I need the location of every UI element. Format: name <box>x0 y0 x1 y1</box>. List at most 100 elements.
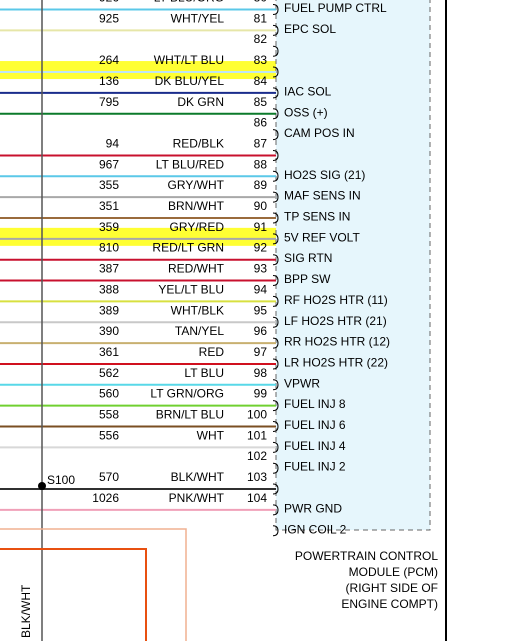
pin-number: 94 <box>254 282 268 296</box>
connector-bracket <box>272 212 279 224</box>
pin-number: 98 <box>254 366 268 380</box>
pcm-module-box <box>275 0 431 531</box>
connector-bracket <box>272 129 279 141</box>
wire-color: DK GRN <box>177 95 224 109</box>
wire-color: BLK/WHT <box>171 470 225 484</box>
pin-function: OSS (+) <box>284 105 328 119</box>
pin-function: BPP SW <box>284 272 331 286</box>
connector-bracket <box>272 87 279 99</box>
circuit-number: 1026 <box>92 491 119 505</box>
pin-number: 101 <box>247 428 267 442</box>
pin-row: 926 LT BLU/ORG 80 FUEL PUMP CTRL <box>99 0 387 15</box>
pcm-module-label: POWERTRAIN CONTROL MODULE (PCM) (RIGHT S… <box>270 548 438 612</box>
pcm-label-line: MODULE (PCM) <box>348 565 438 579</box>
pin-function: MAF SENS IN <box>284 189 361 203</box>
wire-color: DK BLU/YEL <box>155 74 225 88</box>
pin-row: 795 DK GRN 85 OSS (+) <box>99 95 328 120</box>
circuit-number: 560 <box>99 387 119 401</box>
pin-row: 556 WHT 101 FUEL INJ 4 <box>99 428 346 453</box>
connector-bracket <box>272 421 279 432</box>
connector-bracket <box>272 4 279 15</box>
circuit-number: 562 <box>99 366 119 380</box>
circuit-number: 94 <box>106 136 120 150</box>
wire-color: WHT/BLK <box>171 303 224 317</box>
pin-function: CAM POS IN <box>284 126 355 140</box>
pin-function: IGN COIL 2 <box>284 522 347 536</box>
connector-bracket <box>272 504 279 516</box>
pin-row: 562 LT BLU 98 VPWR <box>99 366 320 391</box>
wire-color: LT BLU/ORG <box>154 0 224 5</box>
circuit-number: 389 <box>99 303 119 317</box>
pin-function: LR HO2S HTR (22) <box>284 355 388 369</box>
circuit-number: 810 <box>99 241 119 255</box>
pin-function: IAC SOL <box>284 84 332 98</box>
pin-function: TP SENS IN <box>284 210 350 224</box>
pin-number: 82 <box>254 32 268 46</box>
pin-row: 388 YEL/LT BLU 94 RF HO2S HTR (11) <box>99 282 388 307</box>
pin-function: LF HO2S HTR (21) <box>284 314 387 328</box>
pin-row: 359 GRY/RED 91 5V REF VOLT <box>99 220 360 245</box>
pin-number: 95 <box>254 303 268 317</box>
pin-row: 967 LT BLU/RED 88 HO2S SIG (21) <box>99 157 365 182</box>
circuit-number: 390 <box>99 324 119 338</box>
pin-number: 93 <box>254 262 268 276</box>
pin-number: 99 <box>254 387 268 401</box>
pin-function: RF HO2S HTR (11) <box>284 293 388 307</box>
connector-bracket <box>272 254 279 266</box>
pin-number: 92 <box>254 241 268 255</box>
pin-row: 136 DK BLU/YEL 84 IAC SOL <box>99 74 332 99</box>
circuit-number: 355 <box>99 178 119 192</box>
wire-color: WHT/LT BLU <box>154 53 224 67</box>
pin-number: 96 <box>254 324 268 338</box>
wire-color: WHT/YEL <box>171 11 225 25</box>
pin-row: 570 BLK/WHT 103 <box>99 470 279 495</box>
pin-function: FUEL INJ 2 <box>284 460 346 474</box>
splice-dot <box>38 482 46 490</box>
connector-bracket <box>272 66 279 78</box>
connector-bracket <box>272 441 279 453</box>
pin-number: 84 <box>254 74 268 88</box>
wire-color: BRN/LT BLU <box>156 408 224 422</box>
pin-row: 361 RED 97 LR HO2S HTR (22) <box>99 345 388 370</box>
pin-row: 94 RED/BLK 87 <box>106 136 279 161</box>
circuit-number: 795 <box>99 95 119 109</box>
connector-bracket <box>272 24 279 36</box>
circuit-number: 387 <box>99 262 119 276</box>
circuit-number: 558 <box>99 408 119 422</box>
pcm-label-line: ENGINE COMPT) <box>341 597 438 611</box>
pin-number: 86 <box>254 116 268 130</box>
pin-function: HO2S SIG (21) <box>284 168 365 182</box>
connector-bracket <box>272 483 279 495</box>
pin-number: 89 <box>254 178 268 192</box>
circuit-number: 361 <box>99 345 119 359</box>
connector-bracket <box>272 275 279 287</box>
lower-box-inner <box>0 548 147 641</box>
circuit-number: 359 <box>99 220 119 234</box>
pin-number: 85 <box>254 95 268 109</box>
connector-bracket <box>272 295 279 307</box>
lower-box-outer <box>0 528 187 641</box>
pin-row: 558 BRN/LT BLU 100 FUEL INJ 6 <box>99 408 346 433</box>
connector-bracket <box>272 400 279 412</box>
circuit-number: 926 <box>99 0 119 5</box>
connector-bracket <box>272 462 279 474</box>
circuit-number: 264 <box>99 53 119 67</box>
pin-number: 87 <box>254 136 268 150</box>
wire-color: PNK/WHT <box>169 491 225 505</box>
pin-row: 86 CAM POS IN <box>254 116 355 141</box>
connector-bracket <box>272 170 279 182</box>
connector-bracket <box>272 525 279 537</box>
wire-color: BRN/WHT <box>168 199 225 213</box>
wire-color: GRY/RED <box>170 220 225 234</box>
pin-row: 82 <box>254 32 279 57</box>
connector-bracket <box>272 191 279 203</box>
circuit-number: 351 <box>99 199 119 213</box>
pcm-label-line: (RIGHT SIDE OF <box>345 581 438 595</box>
pin-row: 264 WHT/LT BLU 83 <box>99 53 279 78</box>
pin-rows: 926 LT BLU/ORG 80 FUEL PUMP CTRL 925 WHT/YEL 8… <box>92 0 390 536</box>
pin-function: SIG RTN <box>284 251 332 265</box>
pin-row: 389 WHT/BLK 95 LF HO2S HTR (21) <box>99 303 387 328</box>
connector-bracket <box>272 149 279 161</box>
pin-row: 810 RED/LT GRN 92 SIG RTN <box>99 241 332 266</box>
